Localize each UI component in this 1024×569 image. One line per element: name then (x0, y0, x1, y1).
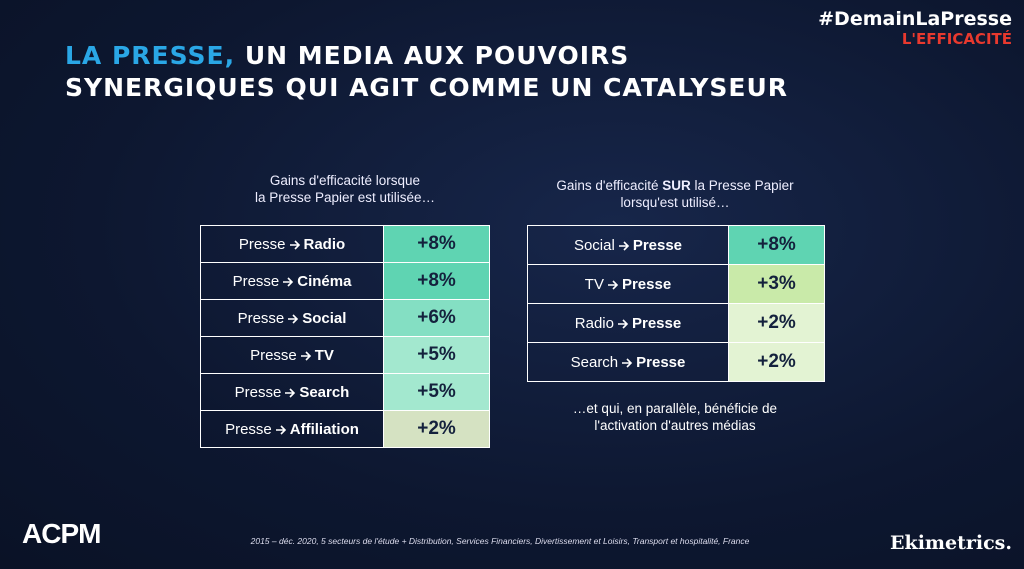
label-cell: Presse Social (200, 299, 384, 337)
label-cell: Radio Presse (527, 303, 729, 343)
to: Cinéma (297, 272, 352, 290)
arrow (617, 318, 629, 329)
caption-part: la Presse Papier est utilisée… (254, 190, 436, 205)
row: Presse Search +5% (200, 373, 490, 411)
gain-cell: +3% (728, 264, 825, 304)
arrow (607, 279, 619, 290)
label-cell: Presse Cinéma (200, 262, 384, 300)
from: Radio (574, 314, 614, 332)
row: Presse Social +6% (200, 299, 490, 337)
arrow (288, 313, 299, 324)
left-caption: Gains d'efficacité lorsque la Presse Papi… (220, 172, 470, 206)
row: Social Presse +8% (527, 225, 825, 265)
label-cell: Social Presse (527, 225, 729, 265)
label-cell: Search Presse (527, 342, 729, 382)
caption-part: la Presse Papier lorsqu'est utilisé… (620, 178, 794, 210)
from: Presse (225, 420, 272, 438)
from: Search (570, 353, 619, 371)
row: Search Presse +2% (527, 342, 825, 382)
note: …et qui, en parallèle, bénéficie de l'ac… (572, 401, 778, 433)
from: Presse (234, 383, 282, 401)
row: TV Presse +3% (527, 264, 825, 304)
from: TV (584, 275, 604, 293)
to: Search (299, 383, 350, 401)
row: Presse TV +5% (200, 336, 490, 374)
row: Presse Radio +8% (200, 225, 490, 263)
gain-cell: +8% (383, 225, 490, 263)
to: Presse (621, 275, 672, 293)
to: Presse (632, 236, 683, 254)
label-cell: Presse Affiliation (200, 410, 384, 448)
left-table: Presse Radio +8% Presse Cinéma +8% Presse Socia… (200, 225, 490, 448)
caption-part: Gains d'efficacité (556, 178, 663, 193)
gain-cell: +5% (383, 373, 490, 411)
gain-cell: +6% (383, 299, 490, 337)
gain-cell: +8% (728, 225, 825, 265)
label-cell: Presse Search (200, 373, 384, 411)
label-cell: Presse TV (200, 336, 384, 374)
from: Social (573, 236, 615, 254)
title-line2: SYNERGIQUES QUI AGIT COMME UN CATALYSEUR (65, 73, 789, 102)
source: 2015 – déc. 2020, 5 secteurs de l'étude … (250, 536, 750, 546)
gain-cell: +2% (728, 303, 825, 343)
arrow (285, 387, 296, 398)
from: Presse (250, 346, 297, 364)
hashtag: #DemainLaPresse (818, 8, 1012, 30)
arrow (300, 350, 311, 361)
arrow (622, 357, 633, 368)
gain-cell: +8% (383, 262, 490, 300)
arrow (289, 239, 300, 250)
title-highlight: LA PRESSE, (65, 41, 236, 70)
arrow (283, 276, 294, 287)
logo-ekimetrics: Ekimetrics. (890, 532, 1012, 554)
from: Presse (237, 309, 285, 327)
title: LA PRESSE, UN MEDIA AUX POUVOIRS SYNERGI… (65, 40, 788, 104)
to: Radio (303, 235, 346, 253)
arrow (275, 424, 286, 435)
gain-cell: +2% (383, 410, 490, 448)
right-table: Social Presse +8% TV Presse +3% Radio Presse +2%… (527, 225, 825, 382)
to: Social (302, 309, 347, 327)
from: Presse (238, 235, 286, 253)
to: TV (314, 346, 334, 364)
logo-acpm: ACPM (22, 518, 101, 549)
caption-part: Gains d'efficacité lorsque (269, 173, 421, 188)
row: Presse Affiliation +2% (200, 410, 490, 448)
row: Radio Presse +2% (527, 303, 825, 343)
from: Presse (232, 272, 280, 290)
gain-cell: +2% (728, 342, 825, 382)
to: Affiliation (289, 420, 359, 438)
arrow (618, 240, 629, 251)
to: Presse (631, 314, 682, 332)
to: Presse (636, 353, 686, 371)
right-caption: Gains d'efficacité SUR la Presse Papier … (545, 177, 805, 211)
title-rest: UN MEDIA AUX POUVOIRS (244, 41, 630, 70)
label-cell: Presse Radio (200, 225, 384, 263)
gain-cell: +5% (383, 336, 490, 374)
tag: L'EFFICACITÉ (901, 30, 1012, 48)
caption-part: SUR (662, 178, 691, 193)
row: Presse Cinéma +8% (200, 262, 490, 300)
label-cell: TV Presse (527, 264, 729, 304)
